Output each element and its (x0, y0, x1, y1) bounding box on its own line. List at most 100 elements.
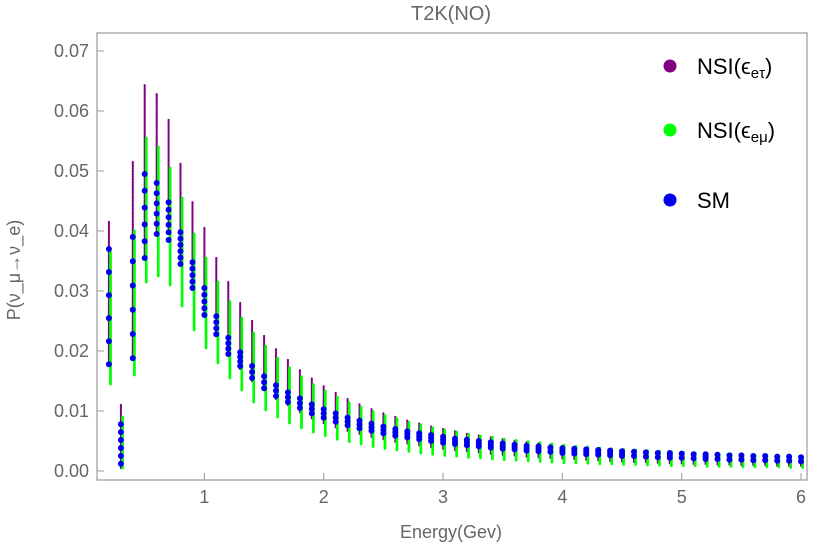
data-point (155, 133, 158, 136)
data-point (261, 379, 268, 386)
data-point (334, 393, 337, 396)
data-point (286, 362, 289, 365)
data-point (165, 214, 172, 221)
data-point (131, 167, 134, 170)
data-point (514, 439, 518, 442)
data-point (143, 127, 146, 130)
data-point (155, 110, 158, 113)
data-point (155, 142, 158, 146)
data-point (131, 173, 134, 176)
data-point (143, 92, 146, 95)
data-point (180, 196, 184, 200)
data-point (559, 445, 566, 452)
data-point (131, 207, 134, 210)
data-point (227, 295, 230, 298)
data-point (227, 284, 230, 287)
data-point (204, 256, 208, 260)
data-point (155, 94, 158, 97)
data-point (189, 259, 196, 266)
data-point (107, 235, 110, 238)
data-point (382, 412, 385, 415)
data-point (168, 166, 172, 170)
data-point (642, 449, 649, 456)
data-point (416, 430, 423, 437)
data-point (179, 180, 182, 183)
data-point (538, 441, 542, 445)
data-point (286, 358, 289, 362)
data-point (131, 226, 134, 229)
data-point (179, 167, 182, 170)
data-point (153, 200, 160, 207)
data-point (179, 185, 182, 188)
data-point (143, 114, 146, 117)
data-point (143, 130, 146, 133)
plot-frame (96, 32, 808, 481)
data-point (191, 205, 194, 209)
data-point (332, 418, 339, 425)
y-tick-label: 0.07 (54, 41, 89, 61)
data-point (155, 93, 158, 96)
data-point (141, 187, 148, 194)
data-point (227, 293, 230, 296)
data-point (714, 456, 721, 462)
data-point (131, 172, 134, 175)
data-point (203, 241, 206, 244)
data-point (654, 454, 661, 461)
data-point (203, 231, 206, 234)
data-point (263, 338, 266, 341)
data-point (571, 445, 578, 452)
chart-title: T2K(NO) (411, 3, 491, 25)
data-point (335, 395, 339, 399)
data-point (167, 139, 170, 142)
legend-label: SM (697, 188, 730, 213)
data-point (535, 443, 542, 450)
data-point (251, 327, 254, 330)
series-sm (105, 171, 804, 467)
data-point (310, 379, 313, 382)
data-point (215, 272, 218, 275)
data-point (117, 445, 124, 451)
data-point (203, 226, 206, 230)
data-point (308, 410, 315, 417)
data-point (428, 432, 435, 438)
data-point (131, 196, 134, 199)
data-point (455, 430, 458, 434)
data-point (332, 410, 339, 417)
data-point (225, 334, 232, 341)
data-point (143, 103, 146, 106)
data-point (143, 117, 146, 120)
data-point (631, 453, 637, 459)
data-point (155, 131, 158, 134)
data-point (155, 141, 158, 144)
data-point (155, 134, 158, 138)
data-point (191, 204, 194, 207)
data-point (167, 143, 170, 146)
data-point (179, 181, 182, 184)
data-point (143, 106, 146, 109)
data-point (153, 190, 160, 197)
data-point (177, 235, 184, 242)
data-point (762, 457, 769, 464)
data-point (155, 97, 158, 101)
data-point (237, 358, 244, 365)
data-point (203, 228, 206, 231)
data-point (479, 434, 482, 438)
data-point (203, 244, 206, 247)
data-point (105, 338, 112, 345)
data-point (155, 99, 158, 102)
data-point (431, 426, 435, 430)
data-point (798, 458, 804, 465)
data-point (714, 451, 721, 458)
data-point (203, 254, 206, 257)
data-point (762, 453, 769, 459)
data-point (155, 101, 158, 104)
data-point (131, 165, 134, 168)
data-point (129, 355, 136, 362)
data-point (334, 391, 337, 395)
data-point (358, 403, 361, 406)
data-point (227, 290, 230, 293)
data-point (167, 149, 170, 152)
data-point (203, 233, 206, 236)
data-point (155, 117, 158, 120)
data-point (774, 457, 781, 464)
